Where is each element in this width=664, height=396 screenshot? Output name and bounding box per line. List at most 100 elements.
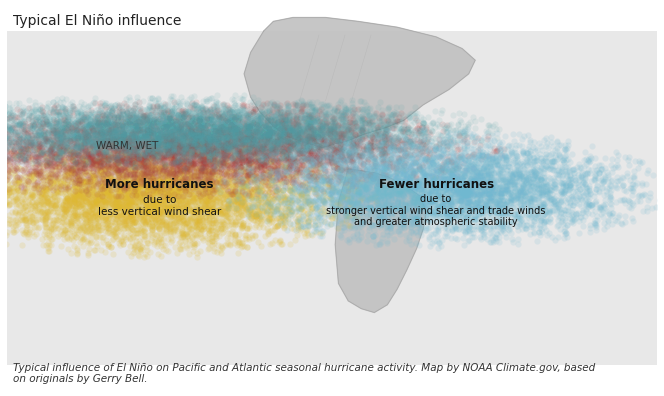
Point	[125, 193, 135, 199]
Point	[214, 210, 225, 216]
Point	[304, 126, 315, 132]
Point	[137, 123, 148, 129]
Point	[255, 115, 266, 121]
Point	[283, 129, 293, 136]
Point	[49, 128, 60, 135]
Point	[179, 125, 189, 131]
Point	[139, 195, 150, 202]
Point	[55, 108, 66, 114]
Point	[168, 186, 179, 192]
Point	[254, 133, 265, 139]
Point	[129, 219, 140, 225]
Point	[461, 177, 471, 183]
Point	[412, 183, 423, 189]
Point	[431, 161, 442, 168]
Point	[107, 195, 118, 202]
Point	[201, 168, 211, 175]
Point	[63, 150, 74, 157]
Point	[152, 144, 163, 150]
Point	[125, 211, 135, 217]
Point	[203, 146, 213, 152]
Point	[610, 182, 620, 188]
Point	[70, 199, 80, 206]
Point	[448, 189, 459, 195]
Point	[183, 112, 194, 119]
Point	[262, 208, 273, 214]
Point	[116, 135, 127, 142]
Point	[267, 105, 278, 112]
Point	[306, 128, 317, 135]
Point	[109, 206, 120, 213]
Point	[550, 185, 560, 192]
Point	[98, 131, 109, 137]
Point	[102, 174, 112, 181]
Point	[35, 107, 45, 113]
Point	[268, 127, 279, 133]
Point	[379, 216, 390, 223]
Point	[195, 118, 205, 124]
Point	[192, 221, 203, 227]
Point	[414, 186, 425, 192]
Point	[295, 227, 305, 233]
Point	[511, 171, 521, 177]
Point	[270, 125, 280, 131]
Point	[52, 123, 62, 129]
Point	[30, 147, 41, 153]
Point	[430, 158, 441, 164]
Point	[161, 162, 172, 168]
Point	[48, 127, 59, 133]
Point	[151, 118, 162, 124]
Point	[562, 196, 573, 202]
Point	[113, 133, 124, 139]
Point	[20, 150, 31, 156]
Point	[46, 124, 56, 131]
Point	[449, 161, 459, 168]
Point	[350, 117, 361, 124]
Point	[610, 183, 621, 190]
Point	[242, 123, 252, 129]
Point	[500, 153, 511, 160]
Point	[208, 169, 218, 175]
Point	[86, 159, 97, 166]
Point	[224, 193, 235, 200]
Point	[98, 137, 109, 143]
Point	[231, 150, 242, 156]
Point	[74, 128, 85, 134]
Point	[175, 168, 185, 174]
Point	[134, 195, 145, 201]
Point	[50, 124, 60, 131]
Point	[242, 128, 252, 135]
Point	[441, 162, 452, 168]
Point	[145, 132, 155, 139]
Point	[160, 222, 171, 228]
Point	[222, 134, 233, 141]
Point	[296, 114, 307, 120]
Point	[154, 209, 165, 216]
Point	[108, 126, 118, 132]
Point	[444, 143, 454, 149]
Point	[513, 236, 524, 242]
Point	[203, 140, 214, 147]
Point	[173, 112, 183, 118]
Point	[208, 164, 218, 170]
Point	[303, 157, 314, 163]
Point	[297, 190, 307, 196]
Point	[238, 196, 249, 203]
Point	[0, 103, 11, 110]
Point	[220, 137, 231, 143]
Point	[169, 130, 179, 136]
Point	[386, 169, 397, 175]
Point	[0, 134, 9, 140]
Point	[376, 165, 387, 171]
Point	[480, 187, 491, 193]
Point	[433, 170, 444, 177]
Point	[335, 143, 345, 149]
Point	[154, 185, 165, 192]
Point	[84, 163, 95, 169]
Point	[228, 120, 239, 126]
Point	[118, 139, 128, 146]
Point	[82, 194, 92, 200]
Point	[240, 190, 251, 197]
Point	[244, 117, 254, 124]
Point	[130, 163, 141, 169]
